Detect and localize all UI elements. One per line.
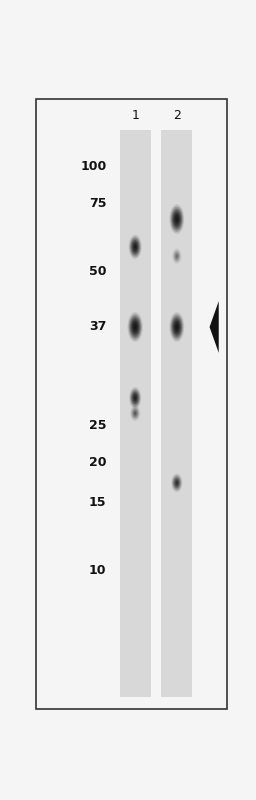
Ellipse shape — [175, 254, 178, 258]
Ellipse shape — [134, 411, 137, 415]
Ellipse shape — [131, 390, 140, 406]
Ellipse shape — [131, 238, 140, 255]
Ellipse shape — [175, 253, 179, 260]
Ellipse shape — [172, 209, 182, 230]
Ellipse shape — [131, 240, 139, 254]
Ellipse shape — [133, 410, 137, 417]
Ellipse shape — [169, 204, 184, 234]
Ellipse shape — [134, 325, 136, 329]
Ellipse shape — [171, 474, 183, 492]
Ellipse shape — [169, 312, 184, 342]
Ellipse shape — [131, 406, 140, 420]
Ellipse shape — [132, 392, 139, 404]
Text: 50: 50 — [89, 265, 106, 278]
Ellipse shape — [127, 312, 143, 342]
Text: 75: 75 — [89, 198, 106, 210]
Ellipse shape — [174, 479, 179, 487]
Ellipse shape — [174, 478, 180, 488]
Ellipse shape — [130, 237, 141, 258]
Text: 1: 1 — [131, 110, 139, 122]
Ellipse shape — [173, 318, 181, 335]
Ellipse shape — [172, 317, 182, 338]
Text: 10: 10 — [89, 564, 106, 577]
Ellipse shape — [176, 325, 178, 329]
Ellipse shape — [133, 322, 137, 331]
Ellipse shape — [173, 250, 180, 262]
Ellipse shape — [132, 321, 138, 334]
Ellipse shape — [170, 314, 183, 340]
Ellipse shape — [133, 243, 137, 250]
Bar — [162, 130, 192, 697]
Ellipse shape — [173, 476, 181, 490]
Ellipse shape — [170, 206, 183, 232]
Text: 2: 2 — [173, 110, 181, 122]
Ellipse shape — [133, 394, 137, 401]
Ellipse shape — [173, 250, 181, 263]
Polygon shape — [210, 301, 219, 353]
Text: 37: 37 — [89, 321, 106, 334]
Text: 20: 20 — [89, 456, 106, 469]
Ellipse shape — [129, 234, 142, 259]
Ellipse shape — [133, 394, 138, 402]
Ellipse shape — [131, 318, 140, 335]
Ellipse shape — [172, 474, 182, 491]
Ellipse shape — [176, 217, 178, 222]
Text: 15: 15 — [89, 496, 106, 509]
Ellipse shape — [175, 322, 179, 331]
Ellipse shape — [175, 215, 179, 223]
Text: 25: 25 — [89, 419, 106, 432]
Ellipse shape — [134, 412, 136, 414]
Ellipse shape — [134, 245, 136, 249]
Ellipse shape — [129, 314, 142, 340]
Ellipse shape — [176, 482, 178, 484]
Text: 100: 100 — [80, 160, 106, 174]
Ellipse shape — [173, 210, 181, 228]
Bar — [120, 130, 151, 697]
Ellipse shape — [175, 480, 178, 486]
Ellipse shape — [132, 242, 138, 252]
Ellipse shape — [176, 255, 177, 258]
Ellipse shape — [129, 387, 141, 409]
Ellipse shape — [174, 213, 180, 226]
Ellipse shape — [134, 396, 136, 399]
Ellipse shape — [132, 409, 138, 418]
Ellipse shape — [130, 389, 140, 407]
Ellipse shape — [131, 407, 139, 419]
Ellipse shape — [174, 251, 179, 261]
Ellipse shape — [174, 321, 180, 334]
Ellipse shape — [130, 317, 141, 338]
